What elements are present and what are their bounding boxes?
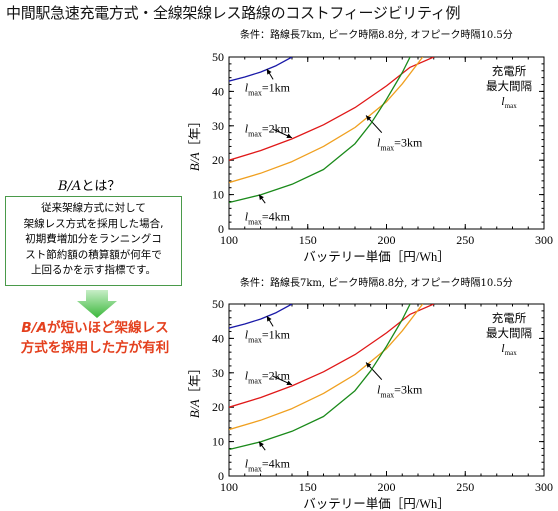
legend-symbol: lmax <box>501 341 517 357</box>
x-tick-label: 150 <box>299 233 317 247</box>
series-arrowhead-3 <box>366 115 372 121</box>
series-line-1 <box>229 57 293 82</box>
y-axis-label-symbol: B/A <box>188 399 202 418</box>
y-axis-label-symbol: B/A <box>188 152 202 171</box>
x-tick-label: 250 <box>456 480 474 494</box>
chart-condition-bottom: 条件：路線長7km, ピーク時隔8.8分, オフピーク時隔10.5分 <box>240 278 513 289</box>
chart-1: 100 150 200 250 300 0 10 20 30 40 50 バッテリー単価［円/Wh］ B… <box>188 297 553 511</box>
series-arrowhead-1 <box>266 316 272 322</box>
series-arrowhead-3 <box>366 362 372 368</box>
series-line-3 <box>229 57 424 184</box>
series-arrowhead-2 <box>286 380 292 386</box>
y-tick-label: 40 <box>212 331 224 345</box>
y-tick-label: 0 <box>218 469 224 483</box>
explanation-heading-text: とは？ <box>81 179 121 194</box>
x-tick-label: 200 <box>378 233 396 247</box>
series-label-1: lmax=1km <box>245 80 291 97</box>
conclusion-text: B/Aが短いほど架線レス 方式を採用した方が有利 <box>4 318 186 358</box>
series-label-2: lmax=2km <box>245 369 291 386</box>
conclusion-symbol: B/A <box>21 320 48 336</box>
series-arrowhead-4 <box>258 194 264 201</box>
legend-symbol: lmax <box>501 94 517 110</box>
x-tick-label: 100 <box>220 233 238 247</box>
y-axis-label-unit: ［年］ <box>188 362 202 400</box>
x-axis-label: バッテリー単価［円/Wh］ <box>303 497 450 511</box>
x-tick-label: 250 <box>456 233 474 247</box>
y-axis-label: B/A［年］ <box>188 362 202 418</box>
y-tick-label: 20 <box>212 400 224 414</box>
y-tick-label: 50 <box>212 297 224 311</box>
conclusion-line-2: 方式を採用した方が有利 <box>20 340 170 356</box>
x-tick-label: 150 <box>299 480 317 494</box>
series-line-4 <box>229 57 411 204</box>
series-line-2 <box>229 57 435 161</box>
series-line-1 <box>229 304 293 329</box>
x-axis-label: バッテリー単価［円/Wh］ <box>303 250 450 264</box>
y-tick-label: 30 <box>212 366 224 380</box>
conclusion-line-1: B/Aが短いほど架線レス <box>4 318 186 338</box>
series-line-2 <box>229 304 435 408</box>
x-tick-label: 300 <box>535 233 553 247</box>
explanation-heading-symbol: B/A <box>58 179 82 194</box>
y-tick-label: 50 <box>212 50 224 64</box>
x-tick-label: 200 <box>378 480 396 494</box>
series-arrowhead-1 <box>266 69 272 75</box>
series-line-3 <box>229 304 424 431</box>
series-label-1: lmax=1km <box>245 327 291 344</box>
series-arrowhead-2 <box>286 133 292 139</box>
explanation-heading: B/Aとは？ <box>58 175 120 194</box>
explanation-line: 架線レス方式を採用した場合, <box>23 217 164 230</box>
legend-title-line-1: 充電所 <box>492 64 527 78</box>
y-axis-label: B/A［年］ <box>188 115 202 171</box>
series-label-2: lmax=2km <box>245 122 291 139</box>
y-axis-label-unit: ［年］ <box>188 115 202 153</box>
explanation-line: スト節約額の積算額が何年で <box>25 248 162 261</box>
explanation-line: 上回るかを示す指標です。 <box>31 264 156 276</box>
chart-condition-top: 条件：路線長7km, ピーク時隔8.8分, オフピーク時隔10.5分 <box>240 30 513 41</box>
y-tick-label: 40 <box>212 84 224 98</box>
page-title: 中間駅急速充電方式・全線架線レス路線のコストフィージビリティ例 <box>6 4 461 22</box>
x-tick-label: 100 <box>220 480 238 494</box>
series-label-4: lmax=4km <box>245 456 291 473</box>
explanation-line: 初期費増加分をランニングコ <box>25 233 162 245</box>
series-label-3: lmax=3km <box>377 382 423 399</box>
y-tick-label: 30 <box>212 119 224 133</box>
legend-title-line-2: 最大間隔 <box>486 326 532 340</box>
legend-title-line-2: 最大間隔 <box>486 79 532 93</box>
series-label-4: lmax=4km <box>245 209 291 226</box>
legend-title-line-1: 充電所 <box>492 311 527 325</box>
series-label-3: lmax=3km <box>377 135 423 152</box>
series-line-4 <box>229 304 411 451</box>
chart-0: 100 150 200 250 300 0 10 20 30 40 50 バッテリー単価［円/Wh］ B… <box>188 50 553 264</box>
x-tick-label: 300 <box>535 480 553 494</box>
y-tick-label: 10 <box>212 188 224 202</box>
down-arrow-icon <box>77 290 117 318</box>
explanation-box: 従来架線方式に対して 架線レス方式を採用した場合, 初期費増加分をランニングコ … <box>5 196 182 286</box>
series-arrowhead-4 <box>258 441 264 448</box>
y-tick-label: 20 <box>212 153 224 167</box>
y-tick-label: 10 <box>212 435 224 449</box>
y-tick-label: 0 <box>218 222 224 236</box>
explanation-line: 従来架線方式に対して <box>41 202 146 214</box>
conclusion-line-1-text: が短いほど架線レス <box>47 320 169 336</box>
